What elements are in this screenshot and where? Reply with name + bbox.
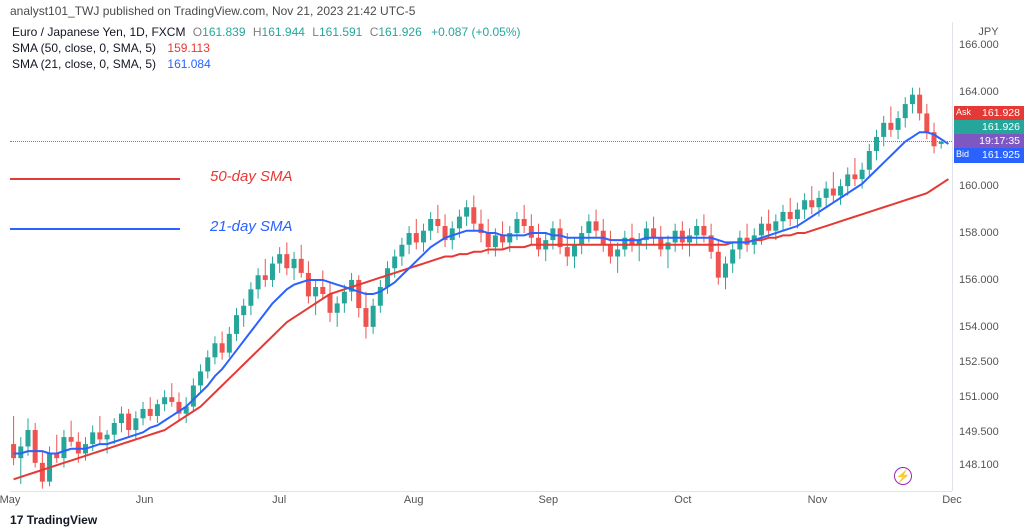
y-tick: 154.000 (959, 321, 999, 333)
chart-svg (10, 22, 952, 491)
y-axis-label: JPY (953, 26, 1024, 38)
price-tag: Ask161.928 (954, 106, 1024, 121)
x-tick: Jun (136, 494, 154, 506)
y-tick: 149.500 (959, 426, 999, 438)
y-tick: 152.500 (959, 356, 999, 368)
y-tick: 151.000 (959, 391, 999, 403)
bolt-icon[interactable]: ⚡ (894, 467, 912, 485)
y-tick: 148.100 (959, 459, 999, 471)
x-tick: Sep (538, 494, 558, 506)
y-axis[interactable]: JPY 166.000 164.000 160.000 158.000 156.000 1… (952, 22, 1024, 491)
x-tick: Aug (404, 494, 424, 506)
publisher: analyst101_TWJ (10, 4, 99, 18)
y-tick: 158.000 (959, 227, 999, 239)
chart-pane[interactable]: ⚡ (10, 22, 952, 491)
publish-time: Nov 21, 2023 21:42 UTC-5 (272, 4, 415, 18)
x-axis[interactable]: MayJunJulAugSepOctNovDec (10, 491, 952, 509)
y-tick: 166.000 (959, 39, 999, 51)
y-tick: 160.000 (959, 180, 999, 192)
x-tick: Nov (808, 494, 828, 506)
price-tag: 161.926 (954, 120, 1024, 135)
price-tag: 19:17:35 (954, 134, 1024, 149)
x-tick: Oct (674, 494, 691, 506)
y-tick: 156.000 (959, 274, 999, 286)
x-tick: Dec (942, 494, 962, 506)
x-tick: May (0, 494, 20, 506)
last-price-line (10, 141, 952, 142)
price-tag: Bid161.925 (954, 148, 1024, 163)
y-tick: 164.000 (959, 86, 999, 98)
x-tick: Jul (272, 494, 286, 506)
published-label: published on TradingView.com, (103, 4, 269, 18)
tradingview-logo[interactable]: 17 TradingView (10, 513, 97, 527)
publish-header: analyst101_TWJ published on TradingView.… (10, 4, 415, 18)
